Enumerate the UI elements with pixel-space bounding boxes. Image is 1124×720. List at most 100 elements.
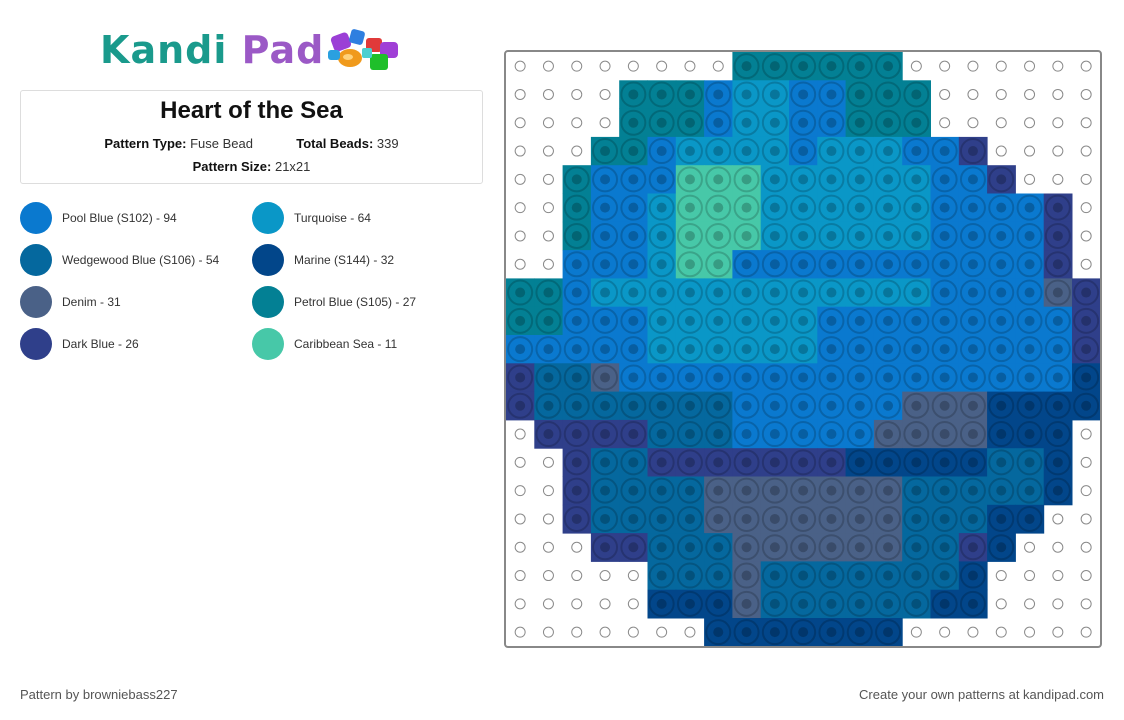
bead (647, 504, 677, 534)
bead (1015, 363, 1045, 393)
bead (619, 419, 648, 449)
kandipad-logo[interactable]: Kandi Pad (100, 26, 410, 74)
empty-peg (1052, 570, 1064, 582)
bead (534, 306, 564, 336)
bead (590, 504, 620, 534)
empty-peg (910, 626, 922, 638)
bead (562, 193, 592, 223)
empty-peg (599, 570, 611, 582)
bead (845, 589, 875, 619)
bead (732, 476, 762, 506)
bead (760, 391, 790, 421)
empty-peg (571, 626, 583, 638)
bead (902, 504, 931, 534)
bead (987, 476, 1016, 506)
empty-peg (656, 60, 668, 72)
pattern-size-row: Pattern Size: 21x21 (21, 159, 482, 174)
bead (590, 278, 620, 308)
bead (930, 533, 960, 562)
bead (1043, 250, 1073, 279)
bead (562, 476, 592, 506)
bead (619, 221, 648, 251)
bead (619, 80, 648, 110)
bead (958, 448, 988, 477)
empty-peg (514, 117, 526, 129)
bead (958, 221, 988, 251)
bead (789, 589, 818, 619)
bead-pile-icon (328, 29, 398, 70)
bead (732, 618, 762, 646)
empty-peg (1024, 88, 1036, 100)
pattern-title: Heart of the Sea (160, 97, 343, 124)
bead (760, 589, 790, 619)
bead (930, 504, 960, 534)
empty-peg (995, 88, 1007, 100)
bead (817, 52, 847, 81)
bead (845, 618, 875, 646)
legend-swatch (20, 328, 52, 360)
bead (958, 419, 988, 449)
bead (987, 250, 1016, 279)
bead (760, 476, 790, 506)
bead (675, 561, 705, 591)
bead (817, 391, 847, 421)
empty-peg (1080, 173, 1092, 185)
bead (873, 448, 903, 477)
bead (619, 533, 648, 562)
empty-peg (1052, 541, 1064, 553)
bead (1015, 335, 1045, 364)
bead (845, 193, 875, 223)
bead (590, 448, 620, 477)
bead (675, 589, 705, 619)
bead (704, 335, 733, 364)
bead (1072, 278, 1100, 308)
bead (732, 165, 762, 194)
bead (930, 278, 960, 308)
legend-swatch (20, 202, 52, 234)
bead (902, 80, 931, 110)
bead (732, 589, 762, 619)
bead (590, 533, 620, 562)
bead (647, 391, 677, 421)
bead (704, 108, 733, 138)
bead (817, 561, 847, 591)
bead (789, 561, 818, 591)
bead (873, 136, 903, 166)
create-patterns-link[interactable]: Create your own patterns at kandipad.com (859, 687, 1104, 702)
bead (817, 618, 847, 646)
bead (845, 80, 875, 110)
bead (1043, 221, 1073, 251)
empty-peg (599, 60, 611, 72)
bead (760, 80, 790, 110)
empty-peg (514, 230, 526, 242)
bead (760, 250, 790, 279)
bead (704, 250, 733, 279)
pattern-size-value: 21x21 (274, 159, 311, 174)
bead (1015, 448, 1045, 477)
bead (902, 589, 931, 619)
bead (590, 250, 620, 279)
bead (873, 80, 903, 110)
bead (590, 476, 620, 506)
empty-peg (514, 202, 526, 214)
bead (817, 335, 847, 364)
bead (873, 476, 903, 506)
bead (506, 391, 535, 421)
bead (873, 278, 903, 308)
bead (789, 52, 818, 81)
bead (675, 476, 705, 506)
bead (562, 278, 592, 308)
bead (1015, 391, 1045, 421)
bead (987, 448, 1016, 477)
legend-item: Turquoise - 64 (252, 202, 371, 234)
bead (732, 80, 762, 110)
bead (987, 278, 1016, 308)
bead (958, 136, 988, 166)
bead (845, 250, 875, 279)
bead (647, 278, 677, 308)
bead (873, 391, 903, 421)
bead (902, 250, 931, 279)
bead (760, 193, 790, 223)
bead (619, 448, 648, 477)
legend-item: Wedgewood Blue (S106) - 54 (20, 244, 219, 276)
